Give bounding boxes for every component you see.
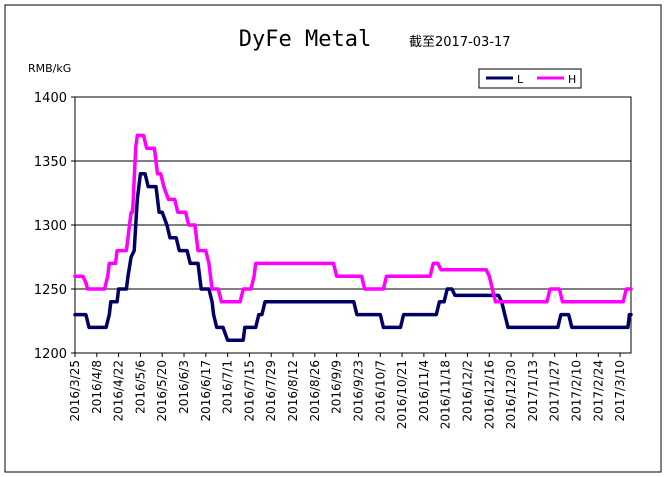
x-tick-label: 2017/2/10 <box>569 360 583 422</box>
x-tick-label: 2016/12/30 <box>504 360 518 429</box>
x-tick-label: 2016/3/25 <box>68 360 82 422</box>
x-tick-label: 2016/10/21 <box>395 360 409 429</box>
legend-label-h: H <box>568 73 576 86</box>
x-tick-label: 2016/11/18 <box>439 360 453 429</box>
x-tick-label: 2016/11/4 <box>417 360 431 422</box>
legend: L H <box>478 68 582 89</box>
x-tick-label: 2016/4/8 <box>90 360 104 414</box>
x-tick-label: 2017/2/24 <box>591 360 605 422</box>
x-tick-label: 2016/8/12 <box>286 360 300 422</box>
x-tick-label: 2016/9/9 <box>330 360 344 414</box>
x-tick-label: 2017/1/27 <box>548 360 562 422</box>
x-axis-ticks: 2016/3/25 2016/4/8 2016/4/22 2016/5/6 2016/5… <box>68 353 627 429</box>
x-tick-label: 2016/8/26 <box>308 360 322 422</box>
y-tick-label: 1300 <box>34 219 67 234</box>
series-line-l <box>73 172 633 342</box>
x-tick-label: 2016/12/2 <box>460 360 474 422</box>
legend-box <box>478 68 582 89</box>
chart-subtitle: 截至2017-03-17 <box>409 35 511 50</box>
chart-title: DyFe Metal <box>239 27 371 52</box>
x-tick-label: 2016/7/15 <box>242 360 256 422</box>
legend-label-l: L <box>517 73 524 86</box>
y-tick-label: 1350 <box>34 155 67 170</box>
y-tick-label: 1250 <box>34 283 67 298</box>
x-tick-label: 2017/1/13 <box>526 360 540 422</box>
x-tick-label: 2016/5/6 <box>133 360 147 414</box>
series-group <box>73 133 633 342</box>
y-tick-label: 1400 <box>34 91 67 106</box>
x-tick-label: 2016/9/23 <box>351 360 365 422</box>
x-tick-label: 2016/7/1 <box>221 360 235 414</box>
y-tick-label: 1200 <box>34 347 67 362</box>
x-tick-label: 2016/10/7 <box>373 360 387 422</box>
x-tick-label: 2016/6/17 <box>199 360 213 422</box>
x-tick-label: 2016/4/22 <box>112 360 126 422</box>
series-line-h <box>73 133 633 304</box>
x-tick-label: 2016/6/3 <box>177 360 191 414</box>
x-tick-label: 2016/5/20 <box>155 360 169 422</box>
x-tick-label: 2017/3/10 <box>613 360 627 422</box>
x-tick-label: 2016/7/29 <box>264 360 278 422</box>
y-axis-ticks: 1200 1250 1300 1350 1400 <box>34 91 75 362</box>
y-axis-unit: RMB/kG <box>28 62 71 75</box>
x-tick-label: 2016/12/16 <box>482 360 496 429</box>
